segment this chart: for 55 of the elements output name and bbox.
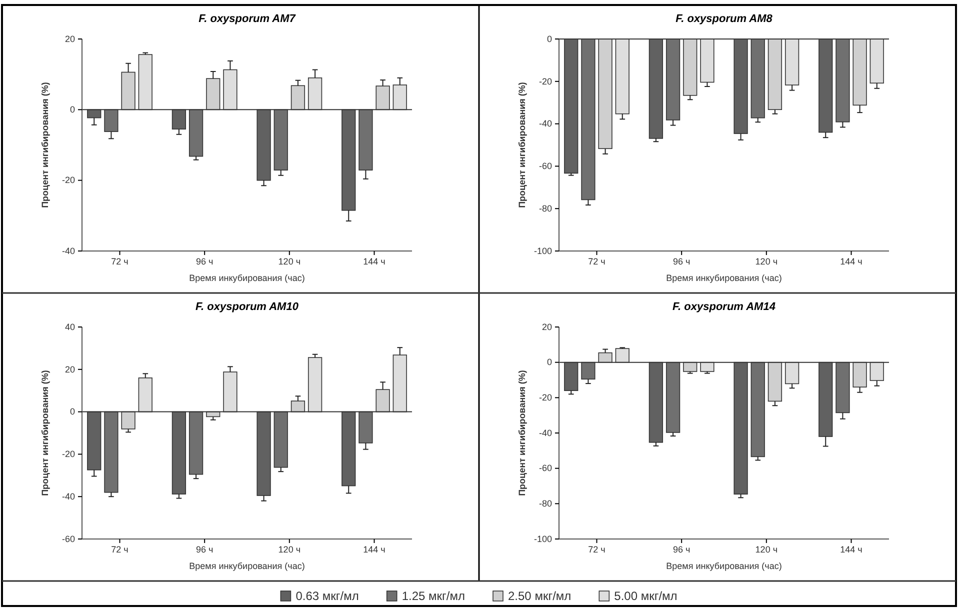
- y-tick-label: -20: [538, 76, 552, 86]
- x-tick-label: 96 ч: [196, 544, 214, 554]
- y-tick-label: -60: [538, 161, 552, 172]
- y-axis-title: Процент ингибирования (%): [40, 370, 50, 496]
- x-tick-label: 144 ч: [363, 544, 386, 554]
- x-tick-label: 120 ч: [755, 256, 778, 266]
- y-tick-label: -20: [62, 449, 75, 460]
- chart-title: F. oxysporum AM10: [196, 301, 300, 313]
- x-axis-title: Время инкубирования (час): [189, 273, 305, 283]
- x-axis-title: Время инкубирования (час): [189, 561, 305, 571]
- x-tick-label: 120 ч: [755, 544, 778, 554]
- x-tick-label: 144 ч: [840, 256, 863, 266]
- x-tick-label: 120 ч: [278, 256, 301, 266]
- y-tick-label: -100: [534, 534, 552, 544]
- y-tick-label: -20: [62, 175, 75, 186]
- x-tick-label: 72 ч: [588, 544, 606, 554]
- y-tick-label: -40: [62, 491, 75, 502]
- y-axis-title: Процент ингибирования (%): [517, 82, 527, 208]
- y-axis-title: Процент ингибирования (%): [40, 82, 50, 208]
- y-tick-label: 40: [64, 322, 75, 332]
- y-tick-label: -60: [62, 534, 75, 544]
- x-tick-label: 120 ч: [278, 544, 301, 554]
- x-axis-title: Время инкубирования (час): [666, 273, 782, 283]
- y-tick-label: -40: [62, 246, 75, 256]
- x-axis-title: Время инкубирования (час): [666, 561, 782, 571]
- x-tick-label: 72 ч: [111, 256, 129, 266]
- y-tick-label: -80: [538, 498, 552, 509]
- y-tick-label: 20: [542, 322, 552, 332]
- chart-title: F. oxysporum AM14: [672, 301, 776, 313]
- y-tick-label: 20: [64, 364, 75, 374]
- y-tick-label: 20: [64, 34, 75, 44]
- x-tick-label: 72 ч: [111, 544, 129, 554]
- y-tick-label: 0: [70, 104, 75, 115]
- chart-title: F. oxysporum AM8: [676, 13, 774, 25]
- y-tick-label: -40: [538, 428, 552, 438]
- x-tick-label: 96 ч: [672, 256, 690, 266]
- x-tick-label: 144 ч: [840, 544, 863, 554]
- legend-label: 1.25 мкг/мл: [402, 589, 465, 603]
- y-tick-label: -40: [538, 118, 552, 129]
- chart-title: F. oxysporum AM7: [198, 13, 296, 25]
- y-tick-label: -100: [534, 246, 552, 256]
- legend-label: 2.50 мкг/мл: [508, 589, 572, 603]
- y-tick-label: 0: [546, 357, 552, 368]
- x-tick-label: 144 ч: [363, 256, 386, 266]
- y-tick-label: -20: [538, 392, 552, 403]
- legend-label: 0.63 мкг/мл: [296, 589, 359, 603]
- y-tick-label: -80: [538, 203, 552, 214]
- y-tick-label: -60: [538, 463, 552, 474]
- x-tick-label: 72 ч: [588, 256, 606, 266]
- legend-label: 5.00 мкг/мл: [614, 589, 678, 603]
- y-tick-label: 0: [70, 406, 75, 417]
- y-tick-label: 0: [546, 34, 552, 44]
- x-tick-label: 96 ч: [672, 544, 690, 554]
- y-axis-title: Процент ингибирования (%): [517, 370, 527, 496]
- x-tick-label: 96 ч: [196, 256, 214, 266]
